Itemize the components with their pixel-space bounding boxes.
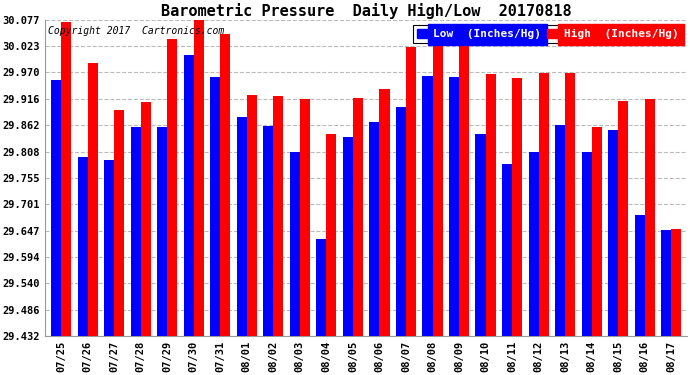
Bar (565, 74, 575, 336)
Bar (396, 107, 406, 336)
Bar (555, 125, 565, 336)
Bar (369, 122, 380, 336)
Bar (114, 110, 124, 336)
Bar (316, 239, 326, 336)
Bar (406, 47, 416, 336)
Bar (210, 77, 220, 336)
Bar (184, 55, 194, 336)
Legend: Low  (Inches/Hg), High  (Inches/Hg): Low (Inches/Hg), High (Inches/Hg) (413, 26, 682, 43)
Bar (475, 134, 486, 336)
Bar (237, 117, 247, 336)
Bar (141, 102, 150, 336)
Bar (77, 157, 88, 336)
Bar (273, 96, 284, 336)
Bar (486, 74, 495, 336)
Bar (618, 101, 629, 336)
Bar (247, 95, 257, 336)
Bar (422, 76, 433, 336)
Bar (104, 160, 114, 336)
Bar (592, 127, 602, 336)
Bar (167, 39, 177, 336)
Bar (459, 30, 469, 336)
Bar (130, 127, 141, 336)
Bar (290, 152, 300, 336)
Bar (263, 126, 273, 336)
Bar (300, 99, 310, 336)
Bar (51, 80, 61, 336)
Bar (61, 22, 71, 336)
Bar (635, 214, 644, 336)
Bar (326, 134, 337, 336)
Bar (194, 20, 204, 336)
Bar (343, 136, 353, 336)
Bar (608, 130, 618, 336)
Bar (220, 34, 230, 336)
Bar (512, 78, 522, 336)
Bar (449, 77, 459, 336)
Bar (353, 98, 363, 336)
Bar (157, 127, 167, 336)
Bar (661, 230, 671, 336)
Text: Copyright 2017  Cartronics.com: Copyright 2017 Cartronics.com (48, 26, 225, 36)
Bar (88, 63, 98, 336)
Bar (502, 164, 512, 336)
Bar (529, 152, 539, 336)
Bar (380, 88, 390, 336)
Bar (433, 32, 442, 336)
Title: Barometric Pressure  Daily High/Low  20170818: Barometric Pressure Daily High/Low 20170… (161, 3, 571, 19)
Bar (671, 229, 682, 336)
Bar (582, 152, 592, 336)
Bar (644, 99, 655, 336)
Bar (539, 74, 549, 336)
